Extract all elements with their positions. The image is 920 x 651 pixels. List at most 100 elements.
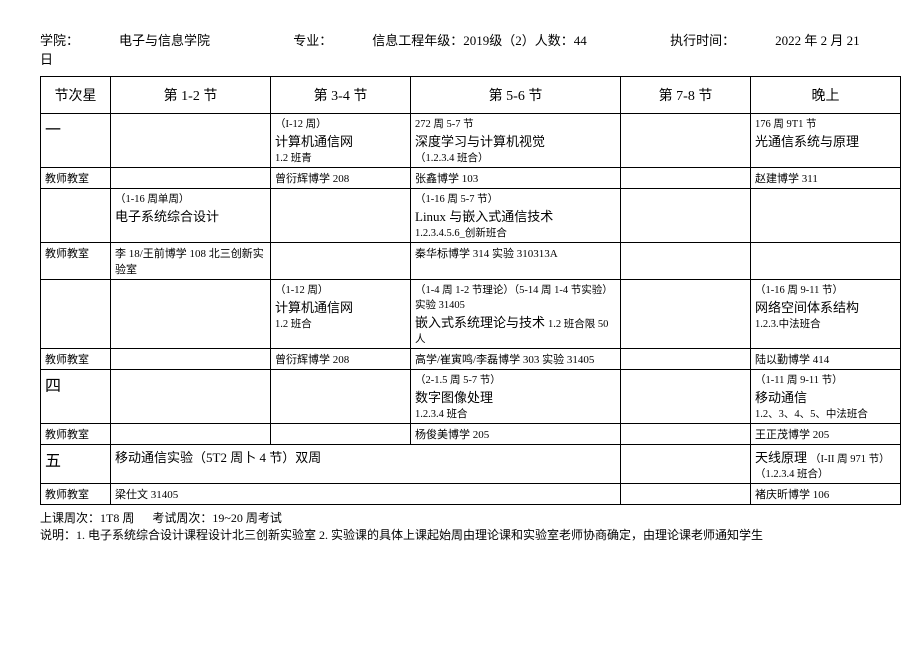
mon-c2: （I-12 周） 计算机通信网 1.2 班青 [271, 114, 411, 168]
wed-c3-course: 嵌入式系统理论与技术 [415, 315, 545, 330]
timetable: 节次星 第 1-2 节 第 3-4 节 第 5-6 节 第 7-8 节 晚上 一… [40, 76, 901, 505]
day-thu: 四 [41, 370, 111, 424]
thu-course-row: 四 （2-1.5 周 5-7 节） 数字图像处理 1.2.3.4 班合 （1-1… [41, 370, 901, 424]
col-7-8: 第 7-8 节 [621, 77, 751, 114]
fri-c4 [621, 445, 751, 484]
teacher-label: 教师教室 [41, 168, 111, 189]
tue-t5 [751, 243, 901, 280]
teacher-label: 教师教室 [41, 484, 111, 505]
col-5-6: 第 5-6 节 [411, 77, 621, 114]
college-value: 电子与信息学院 [119, 33, 210, 48]
col-1-2: 第 1-2 节 [111, 77, 271, 114]
thu-c4 [621, 370, 751, 424]
tue-c3: （1-16 周 5-7 节） Linux 与嵌入式通信技术 1.2.3.4.5.… [411, 189, 621, 243]
major-label: 专业： [293, 33, 332, 48]
mon-t1 [111, 168, 271, 189]
mon-c4 [621, 114, 751, 168]
wed-c4 [621, 280, 751, 349]
thu-c5-note: （1-11 周 9-11 节） [755, 372, 896, 387]
col-evening: 晚上 [751, 77, 901, 114]
tue-t2 [271, 243, 411, 280]
mon-c3-class: （1.2.3.4 班合） [415, 150, 616, 165]
tue-c3-note: （1-16 周 5-7 节） [415, 191, 616, 206]
mon-t2: 曾衍辉博学 208 [271, 168, 411, 189]
corner-cell: 节次星 [41, 77, 111, 114]
thu-t3: 杨俊美博学 205 [411, 424, 621, 445]
footer-weeks: 上课周次：1T8 周 [40, 511, 134, 525]
footer-note: 说明：1. 电子系统综合设计课程设计北三创新实验室 2. 实验课的具体上课起始周… [40, 526, 880, 543]
thu-c5-class: 1.2、3、4、5、中法班合 [755, 406, 896, 421]
college-label: 学院： [40, 33, 79, 48]
mon-c2-class: 1.2 班青 [275, 150, 406, 165]
thu-teacher-row: 教师教室 杨俊美博学 205 王正茂博学 205 [41, 424, 901, 445]
tue-c1-note: （1-16 周单周） [115, 191, 266, 206]
mon-t3: 张鑫博学 103 [411, 168, 621, 189]
wed-course-row: （1-12 周） 计算机通信网 1.2 班合 （1-4 周 1-2 节理论）（5… [41, 280, 901, 349]
col-3-4: 第 3-4 节 [271, 77, 411, 114]
teacher-label: 教师教室 [41, 243, 111, 280]
tue-c3-class: 1.2.3.4.5.6_创新班合 [415, 225, 616, 240]
fri-t1: 梁仕文 31405 [111, 484, 621, 505]
wed-c3: （1-4 周 1-2 节理论）（5-14 周 1-4 节实验）实验 31405 … [411, 280, 621, 349]
tue-c2 [271, 189, 411, 243]
wed-c2: （1-12 周） 计算机通信网 1.2 班合 [271, 280, 411, 349]
fri-c5: 天线原理 （I-II 周 971 节）（1.2.3.4 班合） [751, 445, 901, 484]
tue-course-row: （1-16 周单周） 电子系统综合设计 （1-16 周 5-7 节） Linux… [41, 189, 901, 243]
thu-c2 [271, 370, 411, 424]
tue-c4 [621, 189, 751, 243]
mon-c2-note: （I-12 周） [275, 116, 406, 131]
thu-c3-note: （2-1.5 周 5-7 节） [415, 372, 616, 387]
fri-c5-course: 天线原理 [755, 450, 807, 465]
fri-t5: 褚庆昕博学 106 [751, 484, 901, 505]
wed-c3-note: （1-4 周 1-2 节理论）（5-14 周 1-4 节实验）实验 31405 [415, 282, 616, 312]
fri-t4 [621, 484, 751, 505]
mon-c2-course: 计算机通信网 [275, 131, 406, 150]
tue-t1: 李 18/王前博学 108 北三创新实验室 [111, 243, 271, 280]
tue-t4 [621, 243, 751, 280]
time-label: 执行时间： [670, 33, 735, 48]
mon-c3-course: 深度学习与计算机视觉 [415, 131, 616, 150]
mon-c5: 176 周 9T1 节 光通信系统与原理 [751, 114, 901, 168]
thu-t4 [621, 424, 751, 445]
thu-t5: 王正茂博学 205 [751, 424, 901, 445]
thu-c1 [111, 370, 271, 424]
wed-c5: （1-16 周 9-11 节） 网络空间体系结构 1.2.3.中法班合 [751, 280, 901, 349]
wed-t2: 曾衍辉博学 208 [271, 349, 411, 370]
mon-c5-course: 光通信系统与原理 [755, 131, 896, 150]
wed-t3: 高学/崔寅鸣/李磊博学 303 实验 31405 [411, 349, 621, 370]
thu-t2 [271, 424, 411, 445]
thu-c5-course: 移动通信 [755, 387, 896, 406]
wed-c1 [111, 280, 271, 349]
footer: 上课周次：1T8 周 考试周次：19~20 周考试 说明：1. 电子系统综合设计… [40, 509, 880, 543]
wed-c2-note: （1-12 周） [275, 282, 406, 297]
thu-c3-class: 1.2.3.4 班合 [415, 406, 616, 421]
tue-c5 [751, 189, 901, 243]
thu-c3: （2-1.5 周 5-7 节） 数字图像处理 1.2.3.4 班合 [411, 370, 621, 424]
mon-c1 [111, 114, 271, 168]
day-fri: 五 [41, 445, 111, 484]
wed-t1 [111, 349, 271, 370]
tue-c1-course: 电子系统综合设计 [115, 206, 266, 225]
footer-exam: 考试周次：19~20 周考试 [152, 511, 282, 525]
wed-t5: 陆以勤博学 414 [751, 349, 901, 370]
mon-course-row: 一 （I-12 周） 计算机通信网 1.2 班青 272 周 5-7 节 深度学… [41, 114, 901, 168]
tue-c3-course: Linux 与嵌入式通信技术 [415, 206, 616, 225]
thu-c3-course: 数字图像处理 [415, 387, 616, 406]
wed-c2-class: 1.2 班合 [275, 316, 406, 331]
fri-course-row: 五 移动通信实验（5T2 周卜 4 节）双周 天线原理 （I-II 周 971 … [41, 445, 901, 484]
tue-teacher-row: 教师教室 李 18/王前博学 108 北三创新实验室 秦华标博学 314 实验 … [41, 243, 901, 280]
wed-c5-course: 网络空间体系结构 [755, 297, 896, 316]
mon-c5-note: 176 周 9T1 节 [755, 116, 896, 131]
teacher-label: 教师教室 [41, 349, 111, 370]
wed-c2-course: 计算机通信网 [275, 297, 406, 316]
day-mon: 一 [41, 114, 111, 168]
fri-c1-course: 移动通信实验（5T2 周卜 4 节）双周 [115, 450, 321, 465]
mon-c3: 272 周 5-7 节 深度学习与计算机视觉 （1.2.3.4 班合） [411, 114, 621, 168]
thu-t1 [111, 424, 271, 445]
day-wed [41, 280, 111, 349]
wed-c5-class: 1.2.3.中法班合 [755, 316, 896, 331]
mon-c3-note: 272 周 5-7 节 [415, 116, 616, 131]
fri-c1: 移动通信实验（5T2 周卜 4 节）双周 [111, 445, 621, 484]
page-header: 学院：电子与信息学院 专业：信息工程年级：2019级（2）人数：44 执行时间：… [40, 30, 880, 68]
header-row: 节次星 第 1-2 节 第 3-4 节 第 5-6 节 第 7-8 节 晚上 [41, 77, 901, 114]
